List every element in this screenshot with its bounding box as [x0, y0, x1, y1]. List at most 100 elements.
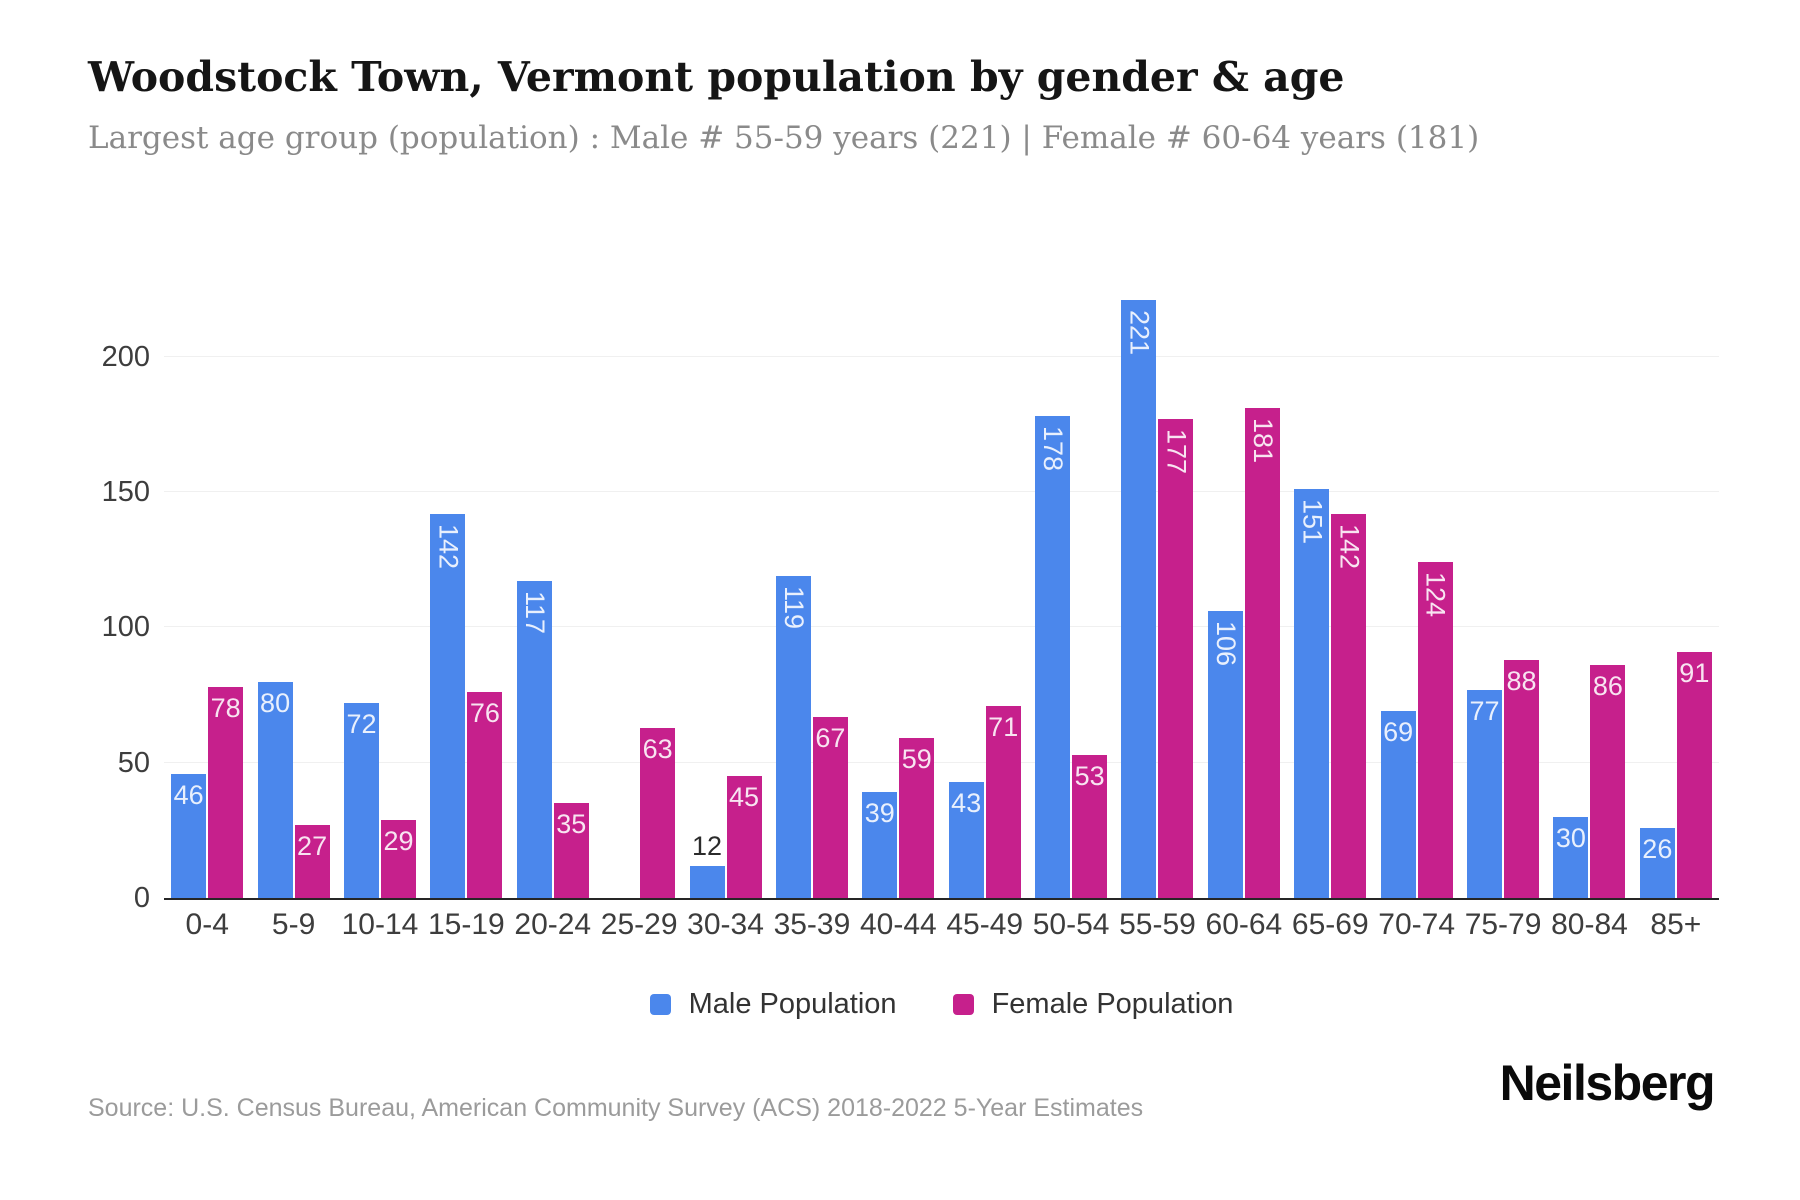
male-bar: 151	[1294, 489, 1330, 898]
x-tick-label: 70-74	[1378, 908, 1456, 941]
y-tick-label: 200	[101, 340, 150, 373]
male-bar: 69	[1380, 711, 1416, 898]
bar-value-label: 69	[1383, 717, 1414, 747]
bar-group: 221 177	[1114, 248, 1200, 898]
bar-value-label: 27	[297, 831, 328, 861]
female-bar: 63	[640, 728, 676, 898]
female-bar: 67	[812, 717, 848, 898]
male-bar: 80	[257, 682, 293, 898]
gridline	[164, 761, 1719, 763]
female-bar: 76	[467, 692, 503, 898]
bar-value-label: 77	[1469, 696, 1500, 726]
bar-group: 80 27	[250, 248, 336, 898]
male-bar: 39	[862, 792, 898, 898]
y-axis: 0 50 100 150 200	[0, 248, 150, 914]
bar-value-label: 30	[1555, 823, 1586, 853]
x-tick-label: 80-84	[1551, 908, 1628, 941]
x-tick-label: 50-54	[1032, 908, 1110, 941]
bar-value-label: 72	[346, 709, 377, 739]
x-tick-label: 85+	[1650, 908, 1702, 941]
bar-group: 12 45	[682, 248, 768, 898]
bar-value-label: 181	[1247, 418, 1278, 464]
brand-logo: Neilsberg	[1499, 1055, 1716, 1111]
male-bar: 72	[343, 703, 379, 898]
female-bar: 177	[1158, 419, 1194, 898]
bar-value-label: 106	[1210, 621, 1241, 667]
bar-group: 77 88	[1460, 248, 1546, 898]
bar-value-label: 221	[1124, 310, 1155, 356]
x-tick-label: 5-9	[271, 908, 316, 941]
bar-value-label: 53	[1074, 761, 1105, 791]
bar-group: 46 78	[164, 248, 250, 898]
female-bar: 181	[1244, 408, 1280, 898]
female-bar: 53	[1072, 755, 1108, 898]
bar-value-label: 63	[642, 734, 673, 764]
x-axis-labels: 0-4 5-9 10-14 15-19 20-24 25-29 30-34 35-39 40-4…	[164, 908, 1719, 942]
male-bar: 119	[775, 576, 811, 898]
bar-value-label: 67	[815, 723, 846, 753]
bar-value-label: 119	[778, 586, 809, 630]
gridline	[164, 626, 1719, 628]
legend-label: Male Population	[688, 988, 897, 1020]
female-bar: 27	[294, 825, 330, 898]
x-tick-label: 0-4	[185, 908, 229, 941]
y-tick-label: 100	[101, 611, 150, 644]
bar-value-label: 142	[433, 524, 464, 570]
bar-value-label: 46	[173, 780, 204, 810]
bar-value-label: 29	[383, 826, 414, 856]
male-bar: 117	[516, 581, 552, 898]
x-tick-label: 35-39	[773, 908, 851, 941]
female-bar: 124	[1417, 562, 1453, 898]
bar-value-label: 39	[864, 798, 895, 828]
bar-value-label: 80	[260, 688, 291, 718]
bar-value-label: 45	[729, 782, 760, 812]
x-tick-label: 40-44	[859, 908, 937, 941]
male-bar: 142	[430, 514, 466, 898]
male-bar: 106	[1207, 611, 1243, 898]
y-tick-label: 0	[133, 882, 150, 914]
legend: Male Population Female Population	[164, 988, 1719, 1021]
bar-group: 26 91	[1633, 248, 1719, 898]
x-tick-label: 15-19	[428, 908, 505, 941]
bar-series: 46 78 80 27 72 29 142 76 117 35 63 12 45 119 67 39 59 43 7…	[164, 248, 1719, 898]
bar-value-label: 124	[1420, 572, 1451, 618]
x-tick-label: 20-24	[514, 908, 592, 941]
bar-value-label: 26	[1642, 834, 1673, 864]
male-bar: 26	[1639, 828, 1675, 898]
female-bar: 29	[380, 820, 416, 898]
bar-group: 142 76	[423, 248, 509, 898]
legend-item: Male Population	[649, 988, 897, 1021]
bar-group: 39 59	[855, 248, 941, 898]
bar-value-label: 71	[988, 712, 1019, 742]
female-bar: 71	[985, 706, 1021, 898]
female-bar: 35	[553, 803, 589, 898]
male-bar: 77	[1467, 690, 1503, 898]
x-tick-label: 55-59	[1119, 908, 1196, 941]
male-bar: 12	[689, 831, 725, 898]
bar-value-label: 178	[1038, 426, 1069, 472]
female-bar: 45	[726, 776, 762, 898]
y-tick-label: 50	[117, 746, 150, 779]
female-bar: 86	[1590, 665, 1626, 898]
male-bar: 178	[1035, 416, 1071, 898]
female-bar: 91	[1676, 652, 1712, 898]
x-tick-label: 25-29	[600, 908, 678, 941]
chart-subtitle: Largest age group (population) : Male # …	[88, 120, 1480, 156]
y-tick-label: 150	[101, 476, 150, 509]
bar-value-label: 86	[1592, 671, 1623, 701]
bar-group: 30 86	[1546, 248, 1632, 898]
bar-value-label: 151	[1297, 499, 1328, 545]
bar-value-label: 142	[1334, 524, 1365, 570]
bar-group: 43 71	[942, 248, 1028, 898]
bar-value-label: 177	[1161, 429, 1192, 475]
x-tick-label: 30-34	[687, 908, 764, 941]
bar-value-label: 117	[519, 591, 550, 635]
x-tick-label: 45-49	[946, 908, 1024, 941]
legend-swatch	[649, 994, 671, 1015]
gridline	[164, 355, 1719, 357]
bar-group: 63	[596, 248, 682, 898]
plot-area: 46 78 80 27 72 29 142 76 117 35 63 12 45 119 67 39 59 43 7…	[164, 248, 1719, 900]
bar-value-label: 76	[469, 698, 500, 728]
x-tick-label: 60-64	[1205, 908, 1283, 941]
